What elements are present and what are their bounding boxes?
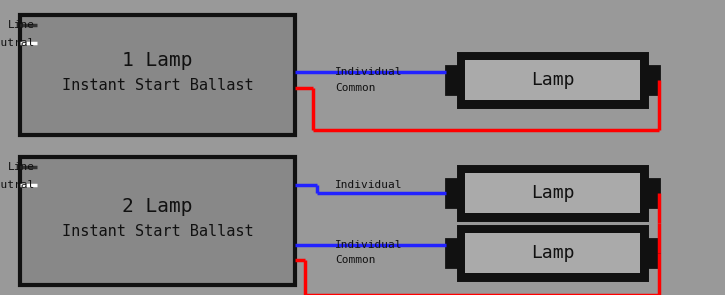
Bar: [20, 15, 295, 135]
Text: Instant Start Ballast: Instant Start Ballast: [62, 78, 253, 93]
Text: Lamp: Lamp: [531, 71, 574, 89]
Bar: [465, 60, 640, 100]
Text: 1 Lamp: 1 Lamp: [123, 50, 193, 70]
Text: Individual: Individual: [335, 240, 402, 250]
Text: Individual: Individual: [335, 180, 402, 190]
Bar: [446, 239, 460, 267]
Text: Instant Start Ballast: Instant Start Ballast: [62, 224, 253, 238]
Bar: [460, 55, 645, 105]
Bar: [460, 228, 645, 278]
Bar: [20, 157, 295, 285]
Bar: [645, 66, 659, 94]
Text: Lamp: Lamp: [531, 184, 574, 202]
Text: Lamp: Lamp: [531, 244, 574, 262]
Text: 2 Lamp: 2 Lamp: [123, 196, 193, 216]
Bar: [465, 173, 640, 213]
Bar: [460, 168, 645, 218]
Text: Common: Common: [335, 83, 376, 93]
Text: Neutral: Neutral: [0, 38, 35, 48]
Text: Line: Line: [8, 162, 35, 172]
Text: Individual: Individual: [335, 67, 402, 77]
Bar: [465, 233, 640, 273]
Bar: [645, 179, 659, 207]
Text: Line: Line: [8, 20, 35, 30]
Bar: [446, 66, 460, 94]
Text: Common: Common: [335, 255, 376, 265]
Bar: [446, 179, 460, 207]
Text: Neutral: Neutral: [0, 180, 35, 190]
Bar: [645, 239, 659, 267]
